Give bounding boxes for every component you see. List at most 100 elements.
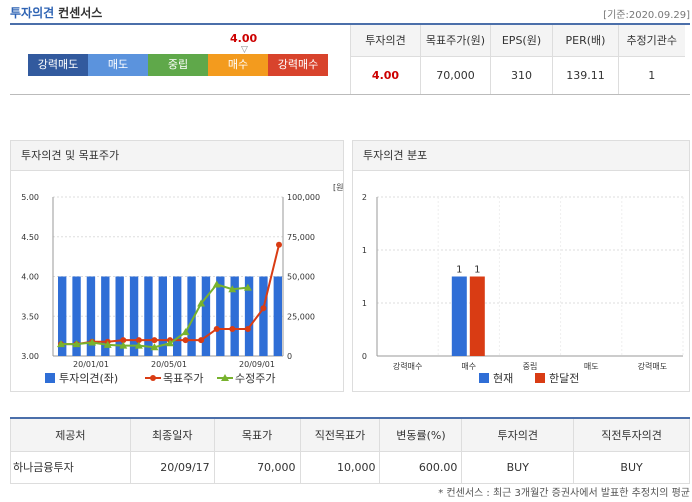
x-tick: 강력매도 bbox=[638, 361, 667, 371]
detail-cell: 하나금융투자 bbox=[10, 450, 131, 484]
scale-segment-3: 매수 bbox=[208, 54, 268, 76]
unit-label: [원] bbox=[333, 183, 343, 192]
x-tick: 중립 bbox=[523, 362, 538, 371]
opinion-bar bbox=[72, 276, 81, 356]
detail-cell: 20/09/17 bbox=[129, 450, 215, 484]
summary-value: 139.11 bbox=[552, 56, 619, 94]
opinion-bar bbox=[115, 276, 124, 356]
opinion-bar bbox=[244, 276, 254, 356]
target-price-point bbox=[244, 325, 251, 332]
opinion-bar bbox=[144, 276, 153, 356]
summary-header: 투자의견 bbox=[350, 25, 421, 57]
summary-value: 1 bbox=[618, 56, 685, 94]
opinion-distribution-panel: 투자의견 분포 0 1 1 2 강력매수 매수 1 1 중립 매도 강력매도 현재 한달전 bbox=[352, 140, 690, 392]
target-price-point bbox=[229, 325, 236, 332]
adjusted-price-point bbox=[228, 285, 237, 293]
adjusted-price-point bbox=[166, 339, 174, 347]
opinion-scale: 강력매도 매도 중립 매수 강력매수 bbox=[28, 54, 328, 76]
detail-cell: BUY bbox=[573, 450, 690, 484]
y-tick: 2 bbox=[362, 193, 367, 202]
summary-header: EPS(원) bbox=[490, 25, 553, 57]
y-tick: 0 bbox=[362, 352, 367, 361]
section-header: 투자의견 컨센서스 [기준:2020.09.29] bbox=[10, 4, 690, 22]
opinion-bar bbox=[173, 276, 182, 356]
opinion-bar bbox=[187, 276, 196, 356]
opinion-bar bbox=[58, 276, 67, 356]
target-price-point bbox=[260, 305, 267, 312]
opinion-target-chart: 3.00 3.50 4.00 4.50 5.00 0 25,000 50,000 75,000 1… bbox=[21, 183, 346, 385]
legend-label: 수정주가 bbox=[235, 372, 275, 385]
opinion-gauge: 4.00 ▽ 강력매도 매도 중립 매수 강력매수 bbox=[10, 25, 350, 94]
adjusted-price-point bbox=[72, 340, 81, 348]
scale-segment-1: 매도 bbox=[88, 54, 148, 76]
y-left-tick: 3.50 bbox=[21, 312, 39, 321]
x-tick: 매수 bbox=[461, 362, 476, 371]
adjusted-price-point bbox=[88, 338, 97, 346]
y-left-tick: 4.00 bbox=[21, 273, 39, 282]
detail-cell: BUY bbox=[461, 450, 575, 484]
target-price-point bbox=[135, 337, 142, 344]
opinion-bar bbox=[129, 276, 139, 356]
detail-header: 제공처 bbox=[10, 417, 131, 452]
reference-date: [기준:2020.09.29] bbox=[603, 10, 690, 21]
detail-cell: 70,000 bbox=[213, 450, 301, 484]
legend-label: 한달전 bbox=[549, 372, 579, 385]
opinion-bar bbox=[259, 276, 268, 356]
scale-segment-2: 중립 bbox=[148, 54, 208, 76]
x-tick: 20/05/01 bbox=[151, 360, 187, 369]
legend-swatch bbox=[150, 375, 156, 381]
legend-label: 현재 bbox=[493, 372, 513, 385]
target-price-point bbox=[151, 337, 158, 344]
y-left-tick: 4.50 bbox=[21, 233, 39, 242]
provider-detail-table: 제공처 최종일자 목표가 직전목표가 변동률(%) 투자의견 직전투자의견 하나금융투자 20… bbox=[10, 417, 690, 484]
opinion-bar bbox=[158, 276, 167, 356]
target-price-point bbox=[276, 241, 282, 248]
detail-header: 직전투자의견 bbox=[573, 417, 690, 452]
panel-title: 투자의견 및 목표주가 bbox=[11, 141, 343, 171]
y-right-tick: 0 bbox=[287, 352, 292, 361]
opinion-marker-icon: ▽ bbox=[241, 45, 248, 55]
y-right-tick: 75,000 bbox=[287, 233, 315, 242]
opinion-bar bbox=[201, 276, 211, 356]
panel-title: 투자의견 분포 bbox=[353, 141, 689, 171]
y-right-tick: 50,000 bbox=[287, 273, 315, 282]
y-tick: 1 bbox=[362, 299, 367, 308]
detail-header: 목표가 bbox=[213, 417, 301, 452]
y-left-tick: 5.00 bbox=[21, 193, 39, 202]
footnote: * 컨센서스 : 최근 3개월간 증권사에서 발표한 추정치의 평균 bbox=[438, 488, 690, 499]
target-price-point bbox=[120, 337, 127, 344]
opinion-bar bbox=[216, 276, 225, 356]
x-tick: 20/01/01 bbox=[73, 360, 109, 369]
target-price-point bbox=[213, 325, 220, 332]
adjusted-price-point bbox=[134, 341, 143, 349]
target-price-point bbox=[182, 337, 189, 344]
legend-label: 투자의견(좌) bbox=[59, 372, 118, 385]
scale-segment-0: 강력매도 bbox=[28, 54, 88, 76]
summary-table: 투자의견 목표주가(원) EPS(원) PER(배) 추정기관수 4.00 70,000 3… bbox=[350, 25, 685, 94]
summary-value: 310 bbox=[490, 56, 553, 94]
adjusted-price-point bbox=[57, 340, 65, 348]
detail-header: 변동률(%) bbox=[379, 417, 463, 452]
distribution-bar bbox=[451, 276, 467, 356]
opinion-bar bbox=[101, 276, 110, 356]
legend-label: 목표주가 bbox=[163, 372, 203, 385]
target-price-point bbox=[198, 337, 205, 344]
summary-header: 목표주가(원) bbox=[420, 25, 491, 57]
y-tick: 1 bbox=[362, 246, 367, 255]
adjusted-price-point bbox=[150, 343, 159, 351]
adjusted-price-point bbox=[243, 283, 252, 291]
bar-label: 1 bbox=[474, 265, 480, 276]
detail-header: 최종일자 bbox=[129, 417, 215, 452]
adjusted-price-point bbox=[103, 340, 112, 348]
summary-value: 70,000 bbox=[420, 56, 491, 94]
adjusted-price-point bbox=[119, 341, 128, 349]
opinion-bar bbox=[273, 276, 282, 356]
summary-header: PER(배) bbox=[552, 25, 619, 57]
opinion-bar bbox=[86, 276, 96, 356]
header-divider bbox=[10, 23, 690, 25]
legend-swatch bbox=[535, 373, 545, 383]
adjusted-price-point bbox=[197, 299, 206, 307]
legend-swatch bbox=[221, 374, 229, 381]
